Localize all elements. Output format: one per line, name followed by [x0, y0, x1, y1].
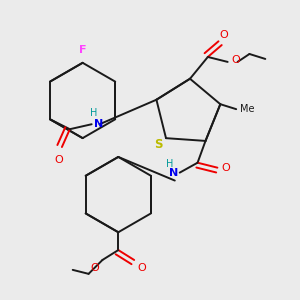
Text: O: O — [221, 163, 230, 173]
Text: N: N — [169, 168, 178, 178]
Text: N: N — [94, 119, 103, 129]
Text: O: O — [232, 55, 240, 65]
Text: O: O — [137, 263, 146, 273]
Text: O: O — [219, 30, 228, 40]
Text: S: S — [154, 138, 162, 151]
Text: O: O — [91, 263, 100, 273]
Text: H: H — [90, 108, 97, 118]
Text: O: O — [55, 155, 63, 165]
Text: F: F — [79, 45, 86, 55]
Text: Me: Me — [240, 104, 255, 114]
Text: H: H — [166, 159, 173, 169]
